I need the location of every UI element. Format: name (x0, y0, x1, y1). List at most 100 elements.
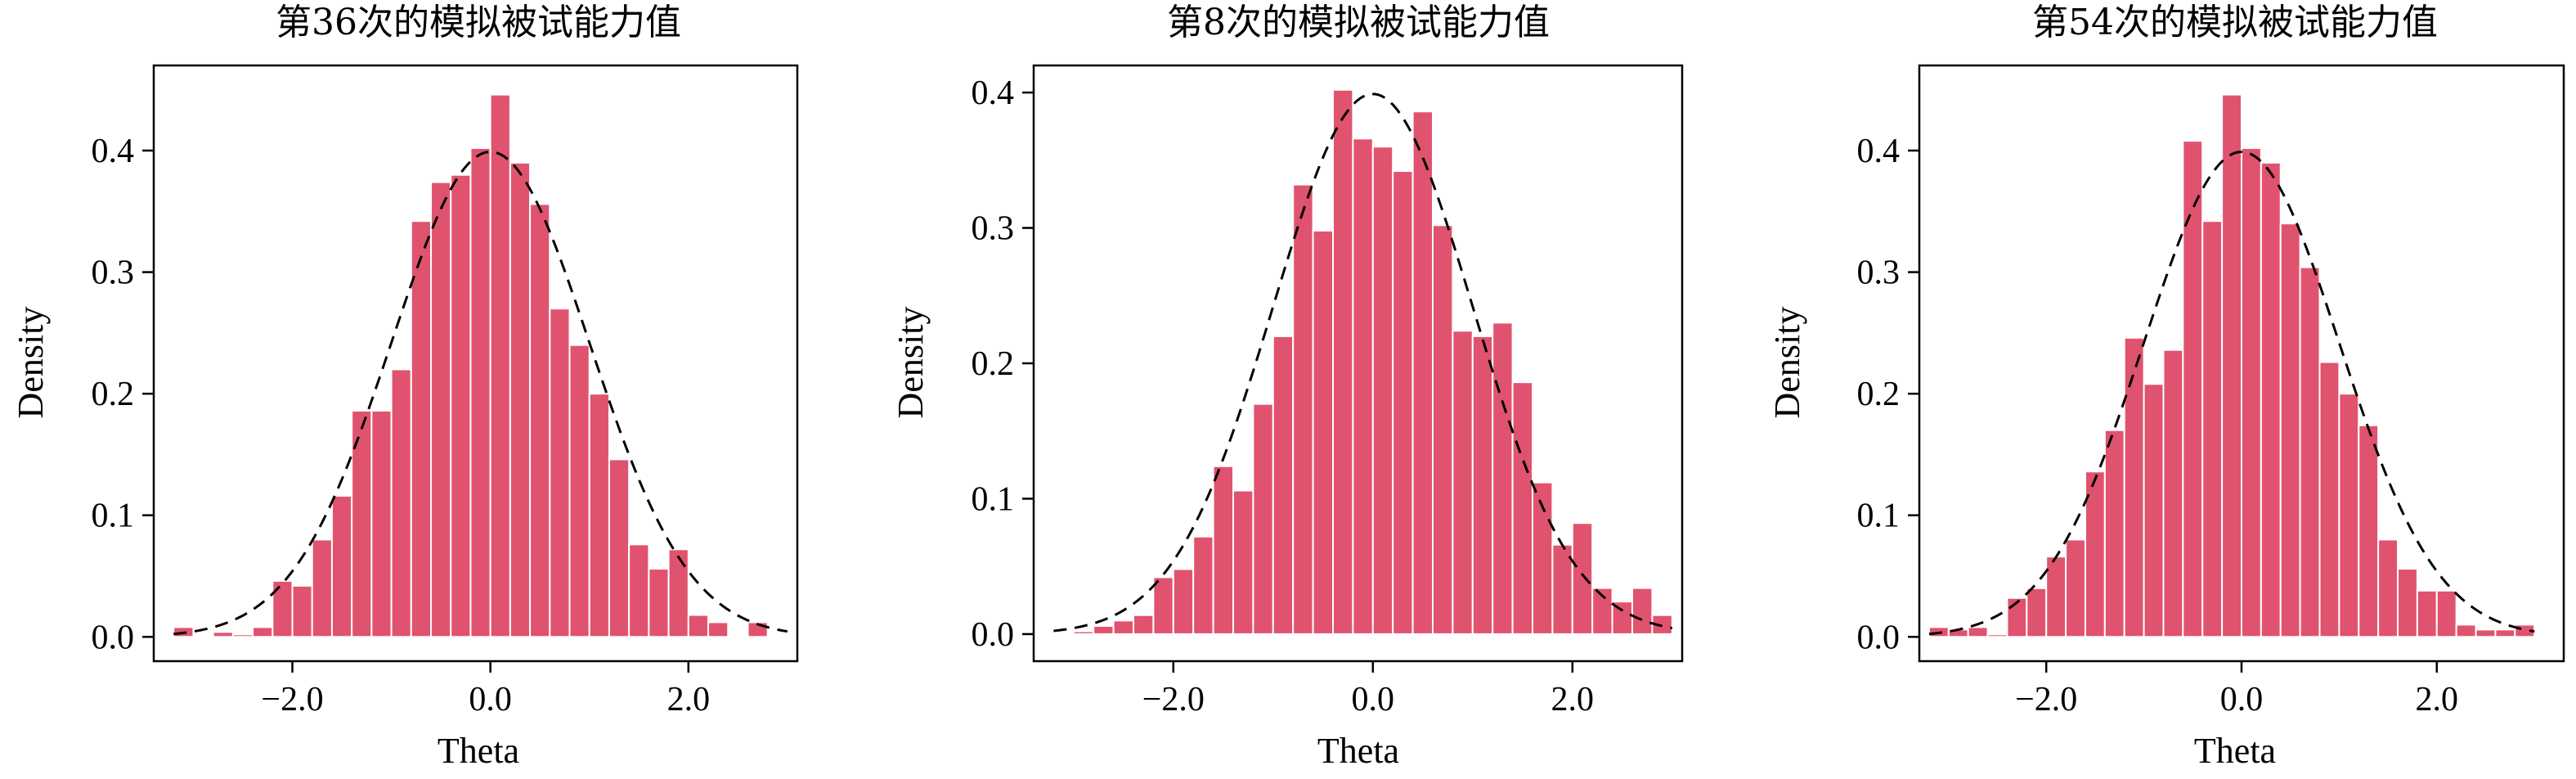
histogram-bar (1471, 335, 1494, 635)
histogram-bar (489, 93, 511, 638)
histogram-bar (2494, 628, 2516, 638)
plot-frame (152, 64, 799, 663)
x-tick-label: −2.0 (261, 681, 323, 718)
histogram-bar (628, 543, 650, 638)
histogram-bar (330, 494, 353, 638)
x-tick-label: 0.0 (469, 681, 512, 718)
x-tick-label: −2.0 (2015, 681, 2077, 718)
histogram-bar (1332, 88, 1354, 635)
histogram-bar (2162, 349, 2184, 638)
y-tick-label: 0.4 (1857, 133, 1901, 170)
normal-density-curve (1928, 151, 2535, 636)
histogram-bar (2377, 538, 2399, 638)
histogram-bar (2103, 429, 2125, 638)
histogram-bar (1432, 224, 1454, 635)
histogram-bar (1631, 587, 1654, 635)
y-tick-label: 0.4 (972, 74, 1015, 112)
histogram-bar (1312, 229, 1334, 635)
x-tick-label: 2.0 (1551, 681, 1595, 718)
histogram-bar (2397, 568, 2418, 638)
y-tick-label: 0.1 (1857, 498, 1901, 535)
histogram-bar (2338, 393, 2360, 638)
histogram-bar (370, 409, 393, 638)
histogram-bar (2299, 266, 2321, 638)
x-tick-label: 0.0 (1352, 681, 1395, 718)
histogram-bar (1072, 630, 1095, 635)
y-axis-label: Density (11, 307, 51, 419)
y-tick-label: 0.1 (972, 480, 1015, 518)
x-axis-label: Theta (2194, 731, 2276, 771)
y-tick-label: 0.2 (1857, 376, 1901, 413)
chart-panel-3: 第54次的模拟被试能力值 Theta Density −2.0 0.0 2.0 0.0… (1767, 2, 2565, 771)
x-tick-label: 0.0 (2220, 681, 2264, 718)
bars (173, 93, 769, 638)
histogram-bar (588, 393, 610, 638)
histogram-bar (311, 538, 333, 638)
histogram-bar (509, 161, 532, 638)
histogram-bar (2143, 383, 2165, 638)
histogram-bar (2318, 361, 2340, 638)
x-axis-label: Theta (438, 731, 519, 771)
y-axis-label: Density (1767, 307, 1807, 419)
histogram-bar (1571, 522, 1594, 635)
y-tick-label: 0.0 (92, 619, 135, 656)
histogram-bar (2435, 589, 2457, 638)
x-tick-label: −2.0 (1142, 681, 1205, 718)
histogram-bar (1492, 322, 1514, 635)
histogram-bar (2045, 556, 2067, 638)
histogram-bar (1172, 568, 1195, 635)
x-axis-label: Theta (1317, 731, 1399, 771)
histogram-bar (2182, 140, 2204, 638)
histogram-bar (1133, 614, 1155, 635)
x-tick-label: 2.0 (2416, 681, 2459, 718)
chart-panel-1: 第36次的模拟被试能力值 Theta Density −2.0 0.0 2.0 0.0… (11, 2, 799, 771)
histogram-bar (2455, 624, 2477, 638)
y-axis-label: Density (891, 307, 931, 419)
histogram-bar (1967, 626, 1989, 638)
histogram-bar (1352, 137, 1374, 635)
histogram-bar (1551, 543, 1573, 635)
histogram-bar (2201, 220, 2224, 638)
histogram-bar (1392, 170, 1414, 635)
histogram-bar (1212, 465, 1234, 635)
histogram-bar (2241, 147, 2262, 638)
y-tick-label: 0.2 (92, 376, 135, 413)
y-tick-label: 0.3 (972, 210, 1015, 248)
histogram-bar (667, 548, 689, 638)
histogram-bar (2279, 223, 2301, 638)
x-tick-label: 2.0 (667, 681, 711, 718)
histogram-bar (1093, 624, 1115, 635)
chart-panel-2: 第8次的模拟被试能力值 Theta Density −2.0 0.0 2.0 0.0 0… (891, 2, 1684, 771)
histogram-bar (1192, 535, 1214, 635)
histogram-bar (410, 220, 433, 638)
y-tick-label: 0.3 (92, 254, 135, 292)
histogram-bar (430, 181, 452, 638)
histogram-bar (1511, 381, 1533, 635)
histogram-bar (648, 568, 670, 638)
normal-density-curve (173, 151, 788, 636)
histogram-bar (1252, 403, 1274, 635)
histogram-bar (1986, 633, 2008, 638)
histogram-bar (1152, 576, 1174, 635)
histogram-bar (450, 173, 472, 638)
histogram-bar (2123, 336, 2145, 638)
histogram-bar (687, 614, 710, 638)
histogram-bar (1292, 183, 1314, 635)
histogram-bar (252, 626, 274, 638)
histogram-bar (707, 621, 729, 638)
y-tick-label: 0.2 (972, 345, 1015, 383)
y-tick-label: 0.0 (1857, 619, 1901, 656)
histogram-bar (2358, 424, 2380, 638)
histogram-bar (2475, 628, 2497, 638)
y-tick-label: 0.3 (1857, 254, 1901, 292)
histogram-bar (529, 203, 551, 638)
histogram-bar (608, 458, 631, 638)
histogram-bar (1272, 335, 1295, 635)
chart-title: 第54次的模拟被试能力值 (2032, 2, 2438, 43)
histogram-bar (291, 584, 313, 638)
histogram-bar (2416, 589, 2438, 638)
histogram-bar (1232, 489, 1254, 635)
histogram-bar (390, 368, 412, 638)
y-tick-label: 0.4 (92, 133, 135, 170)
